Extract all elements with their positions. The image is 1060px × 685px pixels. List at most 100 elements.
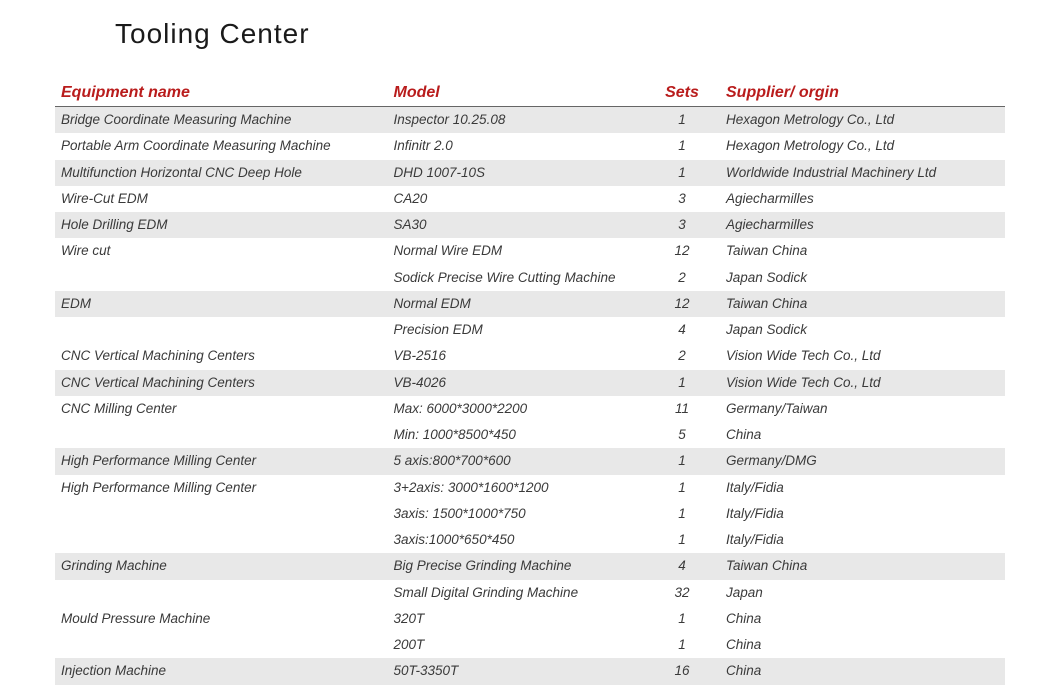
cell-equipment: Mould Pressure Machine: [55, 606, 388, 632]
cell-supplier: China: [720, 658, 1005, 684]
table-row: High Performance Milling Center3+2axis: …: [55, 475, 1005, 501]
cell-model: 3+2axis: 3000*1600*1200: [388, 475, 645, 501]
cell-sets: 2: [644, 343, 720, 369]
cell-model: Min: 1000*8500*450: [388, 422, 645, 448]
cell-equipment: Wire-Cut EDM: [55, 186, 388, 212]
cell-supplier: Italy/Fidia: [720, 527, 1005, 553]
table-row: Precision EDM4Japan Sodick: [55, 317, 1005, 343]
cell-sets: 1: [644, 133, 720, 159]
equipment-table: Equipment name Model Sets Supplier/ orgi…: [55, 80, 1005, 685]
cell-model: 5 axis:800*700*600: [388, 448, 645, 474]
cell-sets: 1: [644, 632, 720, 658]
cell-supplier: China: [720, 606, 1005, 632]
cell-sets: 12: [644, 238, 720, 264]
cell-sets: 12: [644, 291, 720, 317]
cell-model: Sodick Precise Wire Cutting Machine: [388, 265, 645, 291]
cell-sets: 2: [644, 265, 720, 291]
table-row: Multifunction Horizontal CNC Deep HoleDH…: [55, 160, 1005, 186]
table-row: Small Digital Grinding Machine32Japan: [55, 580, 1005, 606]
cell-supplier: Worldwide Industrial Machinery Ltd: [720, 160, 1005, 186]
cell-sets: 1: [644, 501, 720, 527]
cell-equipment: [55, 580, 388, 606]
cell-sets: 1: [644, 527, 720, 553]
cell-equipment: [55, 501, 388, 527]
cell-equipment: Wire cut: [55, 238, 388, 264]
cell-model: 320T: [388, 606, 645, 632]
cell-equipment: [55, 632, 388, 658]
table-row: Portable Arm Coordinate Measuring Machin…: [55, 133, 1005, 159]
table-container: Equipment name Model Sets Supplier/ orgi…: [0, 50, 1060, 685]
cell-supplier: Vision Wide Tech Co., Ltd: [720, 343, 1005, 369]
cell-sets: 5: [644, 422, 720, 448]
cell-model: SA30: [388, 212, 645, 238]
cell-model: Inspector 10.25.08: [388, 107, 645, 134]
cell-model: Big Precise Grinding Machine: [388, 553, 645, 579]
cell-supplier: Hexagon Metrology Co., Ltd: [720, 107, 1005, 134]
cell-sets: 4: [644, 317, 720, 343]
cell-supplier: Vision Wide Tech Co., Ltd: [720, 370, 1005, 396]
cell-sets: 1: [644, 448, 720, 474]
cell-equipment: Multifunction Horizontal CNC Deep Hole: [55, 160, 388, 186]
cell-model: Infinitr 2.0: [388, 133, 645, 159]
table-row: Wire cutNormal Wire EDM12Taiwan China: [55, 238, 1005, 264]
table-row: Hole Drilling EDMSA303Agiecharmilles: [55, 212, 1005, 238]
cell-sets: 3: [644, 186, 720, 212]
cell-equipment: High Performance Milling Center: [55, 475, 388, 501]
cell-sets: 1: [644, 370, 720, 396]
page-title: Tooling Center: [0, 0, 1060, 50]
cell-supplier: Taiwan China: [720, 238, 1005, 264]
table-row: Grinding MachineBig Precise Grinding Mac…: [55, 553, 1005, 579]
table-row: High Performance Milling Center5 axis:80…: [55, 448, 1005, 474]
cell-sets: 1: [644, 107, 720, 134]
cell-supplier: China: [720, 422, 1005, 448]
cell-model: VB-4026: [388, 370, 645, 396]
cell-sets: 16: [644, 658, 720, 684]
cell-equipment: High Performance Milling Center: [55, 448, 388, 474]
cell-supplier: Hexagon Metrology Co., Ltd: [720, 133, 1005, 159]
cell-supplier: Taiwan China: [720, 553, 1005, 579]
cell-equipment: Bridge Coordinate Measuring Machine: [55, 107, 388, 134]
cell-model: Precision EDM: [388, 317, 645, 343]
cell-supplier: China: [720, 632, 1005, 658]
cell-model: VB-2516: [388, 343, 645, 369]
cell-equipment: [55, 422, 388, 448]
table-row: Injection Machine50T-3350T16China: [55, 658, 1005, 684]
table-row: 200T1China: [55, 632, 1005, 658]
cell-supplier: Japan Sodick: [720, 317, 1005, 343]
cell-model: 50T-3350T: [388, 658, 645, 684]
cell-equipment: Injection Machine: [55, 658, 388, 684]
cell-equipment: CNC Milling Center: [55, 396, 388, 422]
cell-supplier: Germany/Taiwan: [720, 396, 1005, 422]
cell-equipment: [55, 527, 388, 553]
cell-equipment: Portable Arm Coordinate Measuring Machin…: [55, 133, 388, 159]
table-row: CNC Vertical Machining CentersVB-25162Vi…: [55, 343, 1005, 369]
table-row: Bridge Coordinate Measuring MachineInspe…: [55, 107, 1005, 134]
cell-model: 3axis: 1500*1000*750: [388, 501, 645, 527]
cell-supplier: Japan: [720, 580, 1005, 606]
cell-model: Normal EDM: [388, 291, 645, 317]
cell-equipment: Hole Drilling EDM: [55, 212, 388, 238]
cell-model: Small Digital Grinding Machine: [388, 580, 645, 606]
cell-sets: 1: [644, 160, 720, 186]
cell-model: Normal Wire EDM: [388, 238, 645, 264]
cell-supplier: Agiecharmilles: [720, 186, 1005, 212]
header-sets: Sets: [644, 80, 720, 107]
cell-supplier: Italy/Fidia: [720, 501, 1005, 527]
table-row: Mould Pressure Machine320T1China: [55, 606, 1005, 632]
cell-model: CA20: [388, 186, 645, 212]
table-body: Bridge Coordinate Measuring MachineInspe…: [55, 107, 1005, 685]
cell-sets: 32: [644, 580, 720, 606]
table-row: EDMNormal EDM12Taiwan China: [55, 291, 1005, 317]
cell-supplier: Japan Sodick: [720, 265, 1005, 291]
cell-model: Max: 6000*3000*2200: [388, 396, 645, 422]
cell-supplier: Italy/Fidia: [720, 475, 1005, 501]
cell-sets: 4: [644, 553, 720, 579]
header-supplier: Supplier/ orgin: [720, 80, 1005, 107]
table-row: CNC Vertical Machining CentersVB-40261Vi…: [55, 370, 1005, 396]
cell-equipment: Grinding Machine: [55, 553, 388, 579]
table-row: CNC Milling CenterMax: 6000*3000*220011G…: [55, 396, 1005, 422]
table-row: 3axis: 1500*1000*7501Italy/Fidia: [55, 501, 1005, 527]
cell-equipment: [55, 265, 388, 291]
cell-supplier: Agiecharmilles: [720, 212, 1005, 238]
table-row: 3axis:1000*650*4501Italy/Fidia: [55, 527, 1005, 553]
